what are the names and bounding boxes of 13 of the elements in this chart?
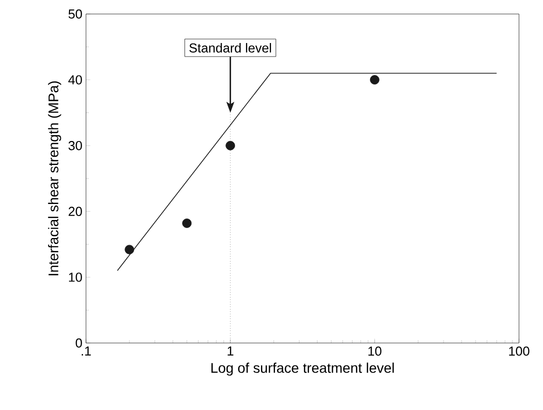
y-tick-label: 30: [68, 140, 82, 150]
x-tick-label: .1: [82, 346, 91, 356]
x-tick-label: 10: [368, 346, 382, 356]
y-axis-title: Interfacial shear strength (MPa): [48, 81, 62, 276]
y-tick-label: 20: [68, 206, 82, 216]
y-tick-label: 50: [68, 9, 82, 19]
ref-line-label: Standard level: [189, 43, 271, 53]
x-tick-label: 1: [228, 346, 234, 356]
x-tick-label: 100: [509, 346, 530, 356]
y-tick-label: 40: [68, 75, 82, 84]
y-tick-label: 10: [68, 272, 82, 282]
y-tick-label: 0: [76, 338, 82, 348]
x-axis-title: Log of surface treatment level: [211, 362, 394, 376]
